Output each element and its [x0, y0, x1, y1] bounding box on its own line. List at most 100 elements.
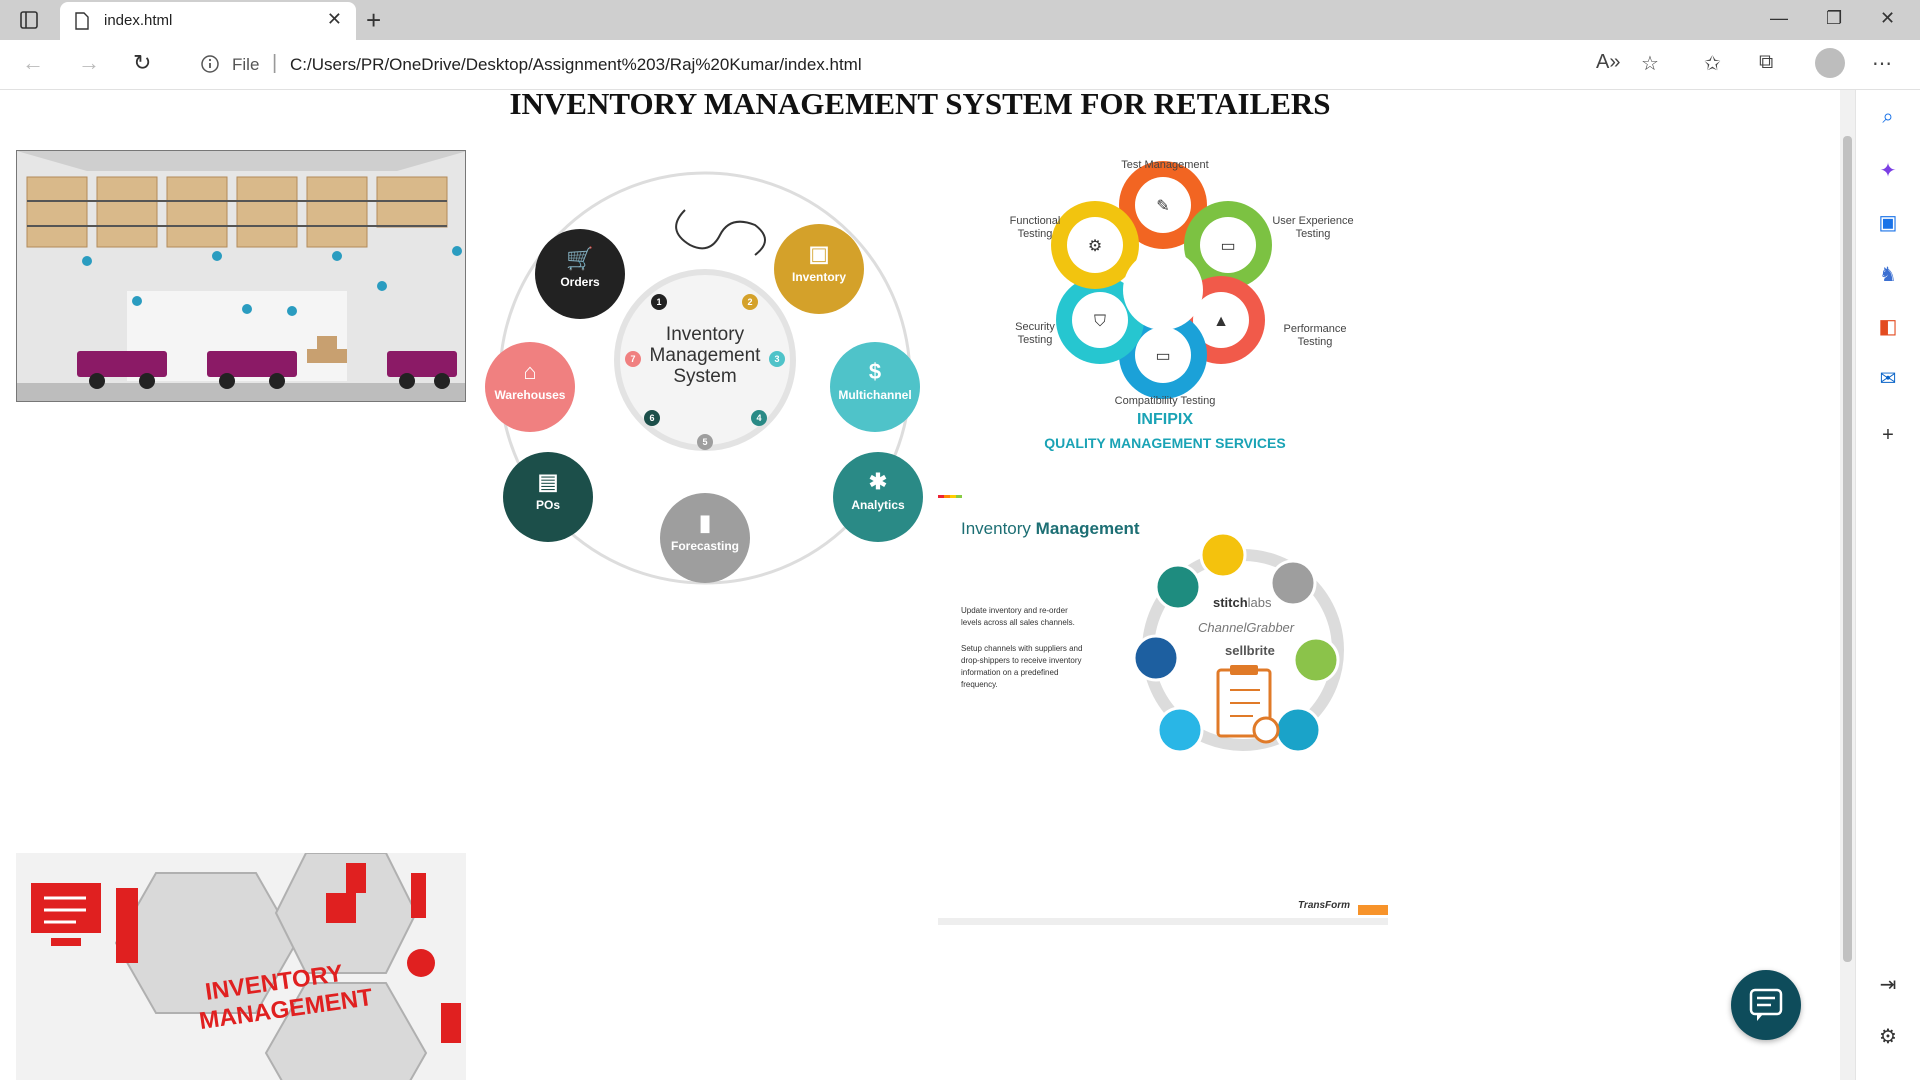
sidebar-settings-icon[interactable]: ⚙	[1879, 1026, 1897, 1048]
cycle-node-label: Analytics	[851, 498, 905, 512]
more-menu-icon[interactable]: ⋯	[1872, 53, 1892, 75]
cycle-node-label: Multichannel	[838, 388, 912, 402]
slide-paragraph-1: Update inventory and re-order levels acro…	[961, 605, 1075, 629]
label-functional: Functional Testing	[995, 215, 1075, 241]
footer-brand: TransForm	[1298, 900, 1351, 911]
functional-line-2: Testing	[1017, 228, 1053, 240]
logo-channelgrabber: ChannelGrabber	[1198, 620, 1295, 635]
slide-channel-circle	[1292, 636, 1340, 684]
warehouse-icon: ⌂	[523, 359, 537, 384]
cycle-node-label: Forecasting	[670, 539, 739, 553]
infipix-petal-icon: ▭	[1155, 348, 1170, 365]
restore-button[interactable]: ❐	[1826, 8, 1843, 28]
ux-line-1: User Experience	[1272, 215, 1354, 227]
label-ux: User Experience Testing	[1263, 215, 1363, 241]
cycle-node-inventory: ▣ Inventory	[774, 224, 864, 314]
cycle-node-warehouses: ⌂ Warehouses	[485, 342, 575, 432]
profile-avatar[interactable]	[1815, 48, 1845, 78]
close-tab-icon[interactable]: ✕	[326, 9, 342, 29]
slide-channel-circle	[1199, 531, 1247, 579]
read-aloud-icon[interactable]: A»	[1596, 51, 1621, 73]
label-performance: Performance Testing	[1265, 323, 1365, 349]
browser-toolbar: ← → ↻ File | C:/Users/PR/OneDrive/Deskto…	[0, 40, 1920, 90]
forward-button[interactable]: →	[78, 50, 100, 75]
active-tab[interactable]: index.html ✕	[60, 2, 356, 40]
slide-channel-circle	[1156, 706, 1204, 754]
address-bar[interactable]: File | C:/Users/PR/OneDrive/Desktop/Assi…	[180, 46, 1660, 84]
tab-actions-icon[interactable]	[16, 8, 42, 32]
footer-orange-bar	[1358, 905, 1388, 915]
infipix-petal-icon: ⚙	[1088, 238, 1102, 255]
para2-line-1: Setup channels with suppliers and	[961, 644, 1083, 653]
transform-slide: Inventory Management Update inventory an…	[938, 495, 1388, 925]
collections-icon[interactable]: ⧉	[1759, 51, 1774, 73]
chat-bubble-icon	[1749, 988, 1783, 1021]
money-bag-icon: $	[868, 359, 882, 384]
page-title: INVENTORY MANAGEMENT SYSTEM FOR RETAILER…	[509, 90, 1331, 121]
perf-line-1: Performance	[1283, 323, 1347, 335]
outlook-icon[interactable]: ✉	[1879, 368, 1897, 390]
file-icon	[74, 12, 90, 35]
cycle-node-label: Warehouses	[494, 388, 566, 402]
slide-title-bold: Management	[1035, 519, 1140, 538]
reload-button[interactable]: ↻	[133, 50, 152, 75]
label-compatibility: Compatibility Testing	[1114, 395, 1216, 407]
cycle-step-dot: 2	[742, 294, 758, 310]
slide-accent-bar	[938, 495, 962, 498]
slide-channel-circle	[1132, 634, 1180, 682]
para2-line-3: information on a predefined	[961, 668, 1059, 677]
infipix-petal-center	[1072, 292, 1128, 348]
logo-sellbrite: sellbrite	[1225, 643, 1275, 658]
minimize-button[interactable]: —	[1770, 8, 1788, 28]
cycle-node-orders: 🛒 Orders	[535, 229, 625, 319]
add-favorite-icon[interactable]: ☆	[1641, 53, 1659, 75]
infipix-petal-center	[1135, 177, 1191, 233]
network-icon: ✱	[868, 469, 888, 494]
infipix-petal-center	[1200, 217, 1256, 273]
page-content: INVENTORY MANAGEMENT SYSTEM FOR RETAILER…	[0, 90, 1840, 1080]
perf-line-2: Testing	[1297, 336, 1333, 348]
cycle-center-text: Inventory Management System	[610, 324, 800, 387]
search-icon[interactable]: ⌕	[1882, 106, 1894, 128]
hide-sidebar-icon[interactable]: ⇥	[1879, 974, 1897, 996]
add-sidebar-app-icon[interactable]: +	[1882, 424, 1894, 446]
cycle-step-dot: 6	[644, 410, 660, 426]
infipix-petal-icon: ⛉	[1094, 313, 1106, 330]
ux-line-2: Testing	[1295, 228, 1331, 240]
infipix-petal-center	[1067, 217, 1123, 273]
favorites-icon[interactable]: ✩	[1704, 53, 1721, 75]
scroll-thumb[interactable]	[1843, 136, 1852, 962]
tab-bar: index.html ✕ + — ❐ ✕	[0, 0, 1920, 40]
feedback-chat-button[interactable]	[1731, 970, 1801, 1040]
para2-line-4: frequency.	[961, 680, 998, 689]
info-icon[interactable]	[200, 54, 220, 79]
para1-line-2: levels across all sales channels.	[961, 618, 1075, 627]
clipboard-icon	[1216, 665, 1280, 744]
address-separator: |	[272, 52, 278, 74]
center-line-3: System	[673, 366, 737, 387]
close-window-button[interactable]: ✕	[1880, 8, 1896, 28]
cart-icon: 🛒	[566, 246, 594, 271]
slide-title-regular: Inventory	[961, 519, 1036, 538]
infipix-subtitle: QUALITY MANAGEMENT SERVICES	[1044, 435, 1286, 451]
warehouse-illustration	[16, 150, 466, 402]
page-scrollbar[interactable]	[1840, 90, 1855, 1080]
infipix-brand: INFIPIX	[1136, 411, 1193, 428]
bar-chart-icon: ▮	[698, 510, 712, 535]
office-icon[interactable]: ◧	[1878, 316, 1898, 338]
games-icon[interactable]: ♞	[1879, 264, 1897, 286]
center-line-2: Management	[649, 345, 761, 366]
stitch-text: stitch	[1213, 595, 1248, 610]
cycle-node-label: Orders	[560, 275, 600, 289]
infipix-petal-center	[1135, 327, 1191, 383]
infipix-petal-icon: ✎	[1156, 198, 1169, 215]
shopping-icon[interactable]: ▣	[1878, 212, 1898, 234]
copilot-icon[interactable]: ✦	[1879, 160, 1897, 182]
url-text[interactable]: C:/Users/PR/OneDrive/Desktop/Assignment%…	[290, 55, 862, 74]
cycle-step-dot: 4	[751, 410, 767, 426]
footer-gray-bar	[938, 918, 1388, 925]
cycle-step-dot: 5	[697, 434, 713, 450]
new-tab-button[interactable]: +	[366, 5, 382, 35]
functional-line-1: Functional	[1009, 215, 1061, 227]
back-button[interactable]: ←	[22, 50, 44, 75]
